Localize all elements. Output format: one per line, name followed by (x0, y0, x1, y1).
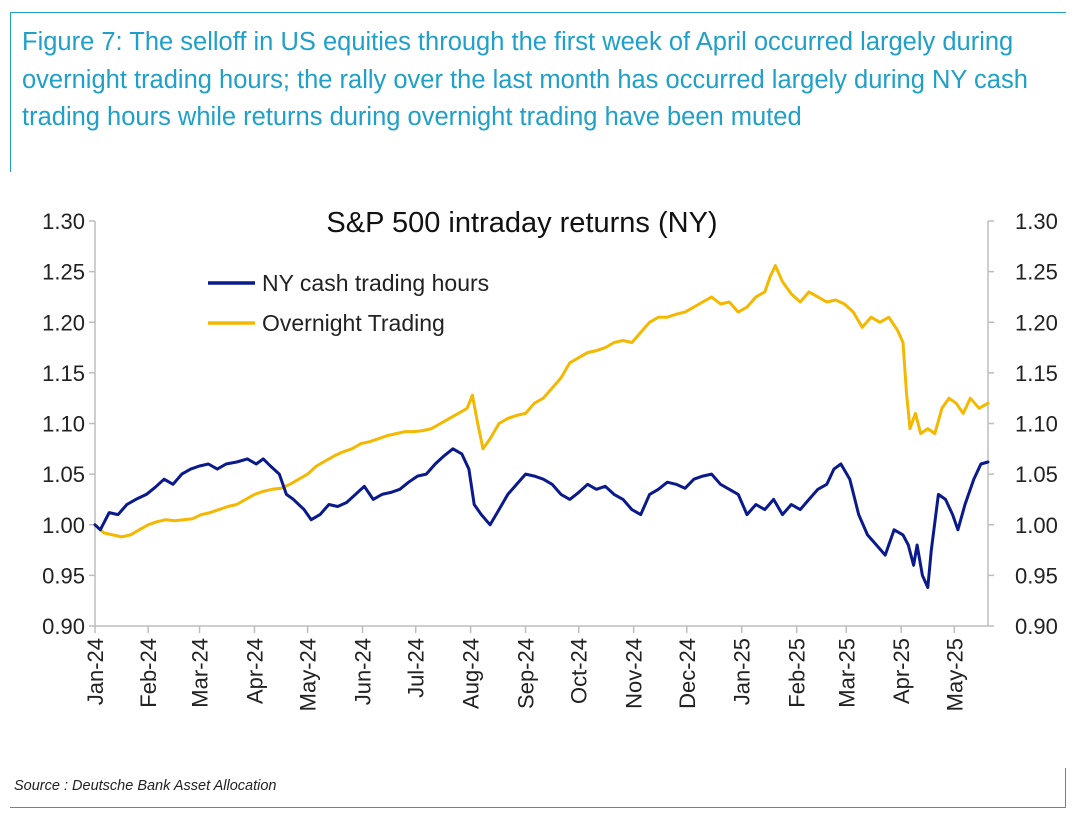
y-tick-label-right: 1.25 (1015, 260, 1058, 285)
legend-label-overnight: Overnight Trading (262, 310, 445, 336)
y-tick-label-right: 0.95 (1015, 563, 1058, 588)
y-tick-label-right: 1.10 (1015, 412, 1058, 437)
x-tick-label: Dec-24 (675, 638, 700, 709)
y-tick-label-left: 1.15 (42, 361, 85, 386)
y-tick-label-right: 0.90 (1015, 614, 1058, 639)
x-tick-label: Jan-25 (730, 638, 755, 705)
series-line-ny-cash (93, 447, 990, 589)
chart-axes: 0.90 0.90 0.95 0.95 1.00 1.00 1.05 1.05 1.10 1.10… (42, 209, 1058, 711)
y-tick-label-left: 1.25 (42, 260, 85, 285)
source-note: Source : Deutsche Bank Asset Allocation (14, 778, 277, 794)
legend-label-ny: NY cash trading hours (262, 270, 489, 296)
frame-left-rule (10, 12, 11, 172)
x-tick-label: May-25 (942, 638, 967, 711)
x-tick-label: Apr-25 (889, 638, 914, 704)
y-tick-label-left: 1.05 (42, 462, 85, 487)
x-tick-label: Jul-24 (404, 638, 429, 698)
x-tick-label: Oct-24 (567, 638, 592, 704)
y-tick-label-right: 1.15 (1015, 361, 1058, 386)
x-tick-label: Mar-25 (834, 638, 859, 708)
x-tick-label: Feb-25 (785, 638, 810, 708)
y-tick-label-right: 1.00 (1015, 513, 1058, 538)
x-tick-label: Sep-24 (514, 638, 539, 709)
x-tick-label: Nov-24 (622, 638, 647, 709)
y-tick-label-left: 1.00 (42, 513, 85, 538)
x-tick-label: May-24 (296, 638, 321, 711)
chart-legend: NY cash trading hours Overnight Trading (208, 270, 489, 336)
y-tick-label-right: 1.20 (1015, 310, 1058, 335)
y-tick-label-right: 1.30 (1015, 209, 1058, 234)
y-tick-label-left: 1.10 (42, 412, 85, 437)
y-tick-label-left: 1.20 (42, 310, 85, 335)
y-tick-label-left: 0.90 (42, 614, 85, 639)
x-tick-label: Jun-24 (351, 638, 376, 705)
x-tick-label: Feb-24 (136, 638, 161, 708)
y-tick-label-right: 1.05 (1015, 462, 1058, 487)
figure-caption: Figure 7: The selloff in US equities thr… (22, 28, 1028, 131)
y-tick-label-left: 0.95 (42, 563, 85, 588)
chart-title: S&P 500 intraday returns (NY) (326, 207, 717, 239)
frame-right-rule (1065, 768, 1066, 808)
frame-bottom-rule (10, 807, 1066, 808)
x-tick-label: Aug-24 (459, 638, 484, 709)
y-tick-label-left: 1.30 (42, 209, 85, 234)
x-tick-label: Jan-24 (83, 638, 108, 705)
frame-top-rule (10, 12, 1066, 13)
series-line-overnight (93, 264, 990, 539)
chart-lines (93, 264, 990, 589)
x-tick-label: Apr-24 (242, 638, 267, 704)
x-tick-label: Mar-24 (188, 638, 213, 708)
